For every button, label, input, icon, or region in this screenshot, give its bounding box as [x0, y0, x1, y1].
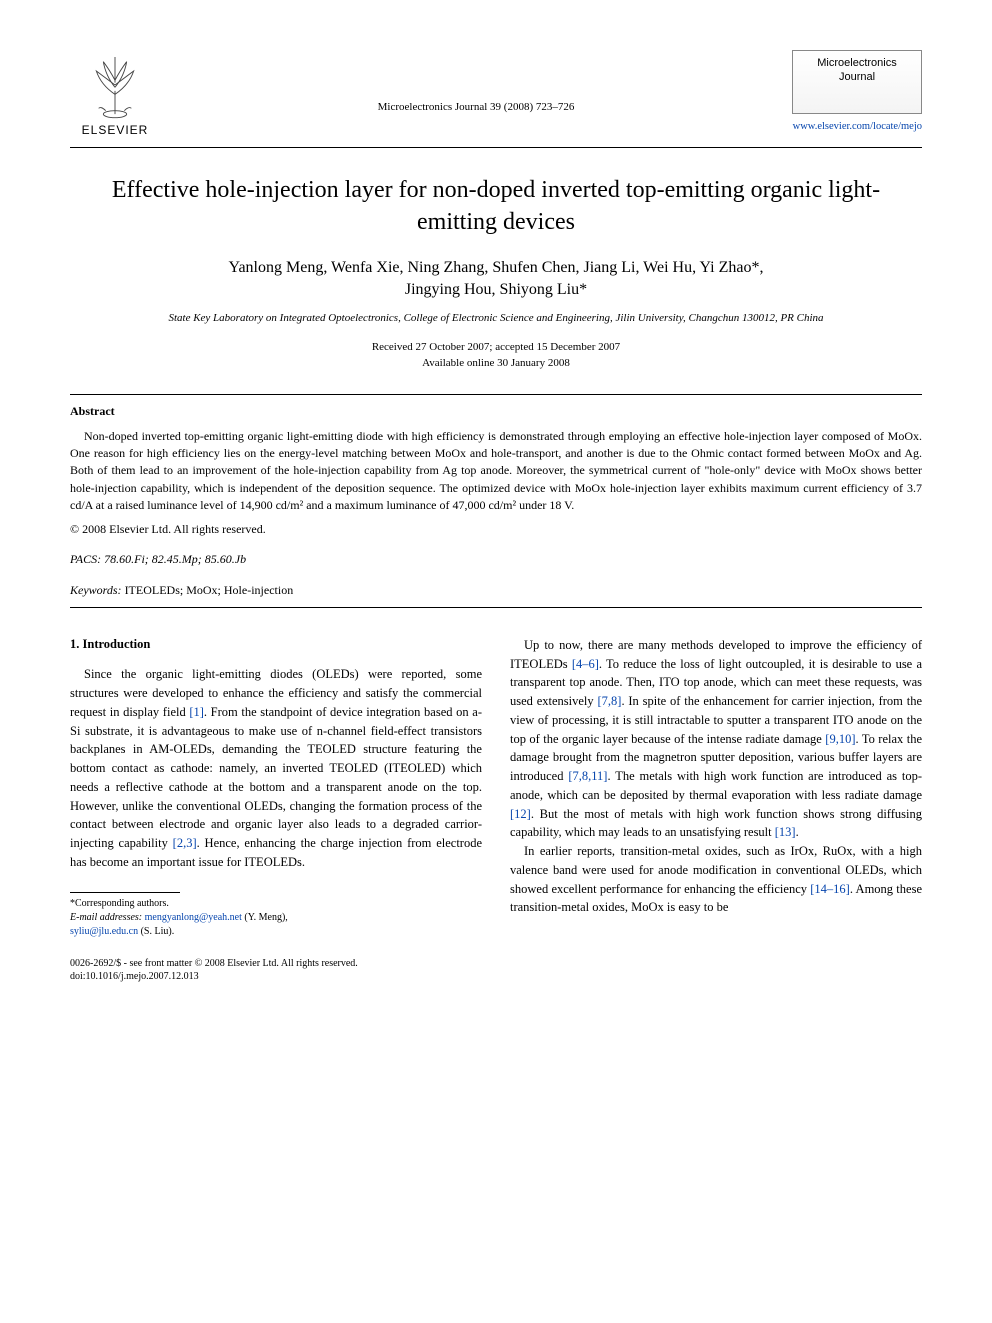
email-line-2: syliu@jlu.edu.cn (S. Liu).	[70, 925, 482, 939]
footnote-block: *Corresponding authors. E-mail addresses…	[70, 897, 482, 939]
corresponding-authors: *Corresponding authors.	[70, 897, 482, 911]
ref-9-10[interactable]: [9,10]	[825, 732, 855, 746]
ref-12[interactable]: [12]	[510, 807, 531, 821]
ref-4-6[interactable]: [4–6]	[572, 657, 599, 671]
ref-2-3[interactable]: [2,3]	[173, 836, 197, 850]
email-label: E-mail addresses:	[70, 912, 142, 923]
ref-14-16[interactable]: [14–16]	[810, 882, 850, 896]
received-date: Received 27 October 2007; accepted 15 De…	[372, 341, 620, 353]
authors: Yanlong Meng, Wenfa Xie, Ning Zhang, Shu…	[70, 257, 922, 302]
journal-box-title: Microelectronics Journal	[811, 57, 903, 85]
article-dates: Received 27 October 2007; accepted 15 De…	[70, 339, 922, 372]
abstract-label: Abstract	[70, 403, 922, 420]
c2p1-f: . But the most of metals with high work …	[510, 807, 922, 840]
journal-box-wrapper: Microelectronics Journal www.elsevier.co…	[792, 50, 922, 134]
authors-line-2: Jingying Hou, Shiyong Liu*	[405, 281, 587, 298]
header-rule	[70, 147, 922, 148]
section-1-heading: 1. Introduction	[70, 636, 482, 654]
abstract-bottom-rule	[70, 607, 922, 608]
page-footer: 0026-2692/$ - see front matter © 2008 El…	[70, 957, 922, 983]
online-date: Available online 30 January 2008	[422, 357, 570, 369]
publisher-name: ELSEVIER	[82, 122, 149, 139]
email-1-name: (Y. Meng),	[244, 912, 287, 923]
pacs-label: PACS:	[70, 552, 101, 566]
column-right: Up to now, there are many methods develo…	[510, 636, 922, 939]
c2p1-g: .	[796, 825, 799, 839]
col2-body: Up to now, there are many methods develo…	[510, 636, 922, 917]
elsevier-tree-icon	[80, 50, 150, 120]
keywords-value: ITEOLEDs; MoOx; Hole-injection	[125, 583, 294, 597]
p1-text-b: . From the standpoint of device integrat…	[70, 705, 482, 850]
header-row: ELSEVIER Microelectronics Journal 39 (20…	[70, 50, 922, 139]
intro-paragraph-1: Since the organic light-emitting diodes …	[70, 665, 482, 871]
email-line: E-mail addresses: mengyanlong@yeah.net (…	[70, 911, 482, 925]
article-title: Effective hole-injection layer for non-d…	[100, 174, 892, 239]
ref-1[interactable]: [1]	[189, 705, 204, 719]
journal-cover-box: Microelectronics Journal	[792, 50, 922, 114]
email-1[interactable]: mengyanlong@yeah.net	[145, 912, 242, 923]
ref-7-8[interactable]: [7,8]	[597, 694, 621, 708]
section-1-body: Since the organic light-emitting diodes …	[70, 665, 482, 871]
keywords-line: Keywords: ITEOLEDs; MoOx; Hole-injection	[70, 582, 922, 599]
journal-url-link[interactable]: www.elsevier.com/locate/mejo	[793, 121, 922, 132]
abstract-copyright: © 2008 Elsevier Ltd. All rights reserved…	[70, 521, 922, 538]
email-2-name: (S. Liu).	[141, 926, 175, 937]
ref-7-8-11[interactable]: [7,8,11]	[568, 769, 607, 783]
abstract-text: Non-doped inverted top-emitting organic …	[70, 428, 922, 515]
abstract-body: Non-doped inverted top-emitting organic …	[70, 428, 922, 515]
pacs-value: 78.60.Fi; 82.45.Mp; 85.60.Jb	[104, 552, 246, 566]
publisher-logo: ELSEVIER	[70, 50, 160, 139]
footer-line-1: 0026-2692/$ - see front matter © 2008 El…	[70, 957, 922, 970]
affiliation: State Key Laboratory on Integrated Optoe…	[70, 311, 922, 326]
authors-line-1: Yanlong Meng, Wenfa Xie, Ning Zhang, Shu…	[229, 259, 764, 276]
col2-paragraph-2: In earlier reports, transition-metal oxi…	[510, 842, 922, 917]
abstract-top-rule	[70, 394, 922, 395]
keywords-label: Keywords:	[70, 583, 122, 597]
ref-13[interactable]: [13]	[775, 825, 796, 839]
body-columns: 1. Introduction Since the organic light-…	[70, 636, 922, 939]
column-left: 1. Introduction Since the organic light-…	[70, 636, 482, 939]
pacs-line: PACS: 78.60.Fi; 82.45.Mp; 85.60.Jb	[70, 551, 922, 568]
footnote-rule	[70, 892, 180, 893]
journal-reference: Microelectronics Journal 39 (2008) 723–7…	[160, 100, 792, 115]
email-2[interactable]: syliu@jlu.edu.cn	[70, 926, 138, 937]
footer-doi: doi:10.1016/j.mejo.2007.12.013	[70, 970, 922, 983]
col2-paragraph-1: Up to now, there are many methods develo…	[510, 636, 922, 842]
journal-url-wrapper: www.elsevier.com/locate/mejo	[792, 120, 922, 135]
